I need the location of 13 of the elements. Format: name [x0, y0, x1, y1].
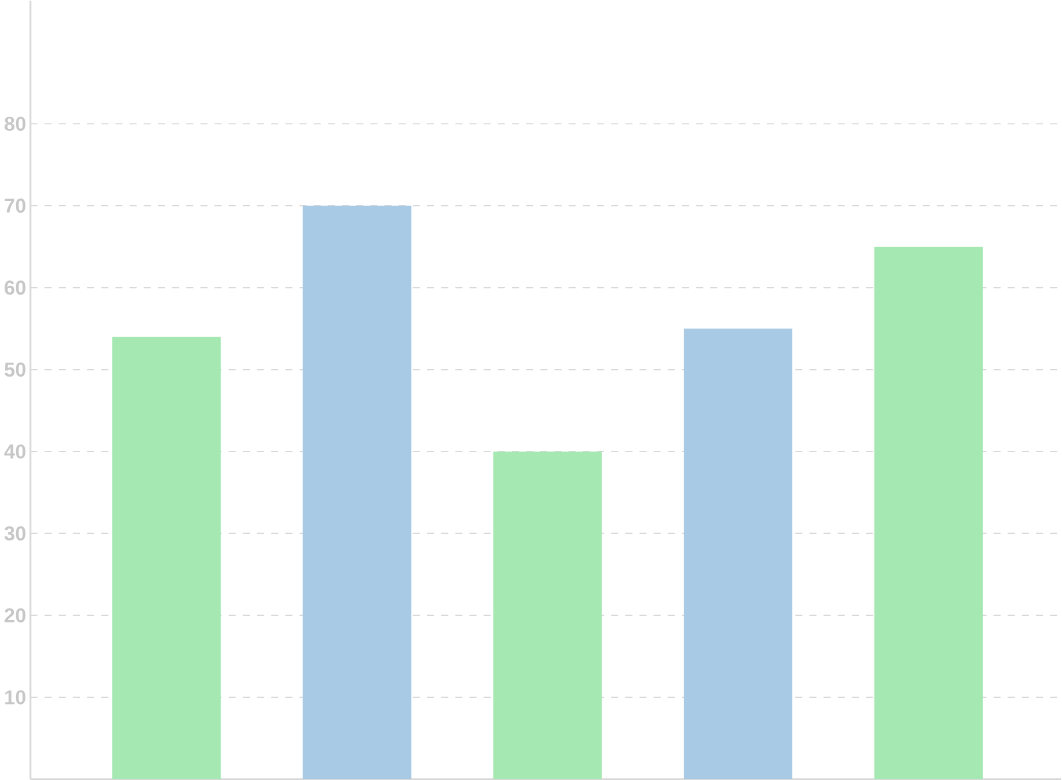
bar	[493, 451, 602, 780]
bar	[874, 246, 983, 780]
bar	[112, 336, 221, 780]
y-tick-label: 60	[4, 280, 26, 295]
y-tick-label: 70	[4, 198, 26, 213]
y-tick-label: 40	[4, 444, 26, 459]
y-tick-label: 20	[4, 608, 26, 623]
y-tick-label: 30	[4, 526, 26, 541]
y-tick-label: 50	[4, 362, 26, 377]
y-tick-label: 10	[5, 690, 26, 705]
bar	[683, 328, 793, 780]
bar	[302, 205, 412, 780]
y-tick-label: 80	[4, 116, 26, 131]
